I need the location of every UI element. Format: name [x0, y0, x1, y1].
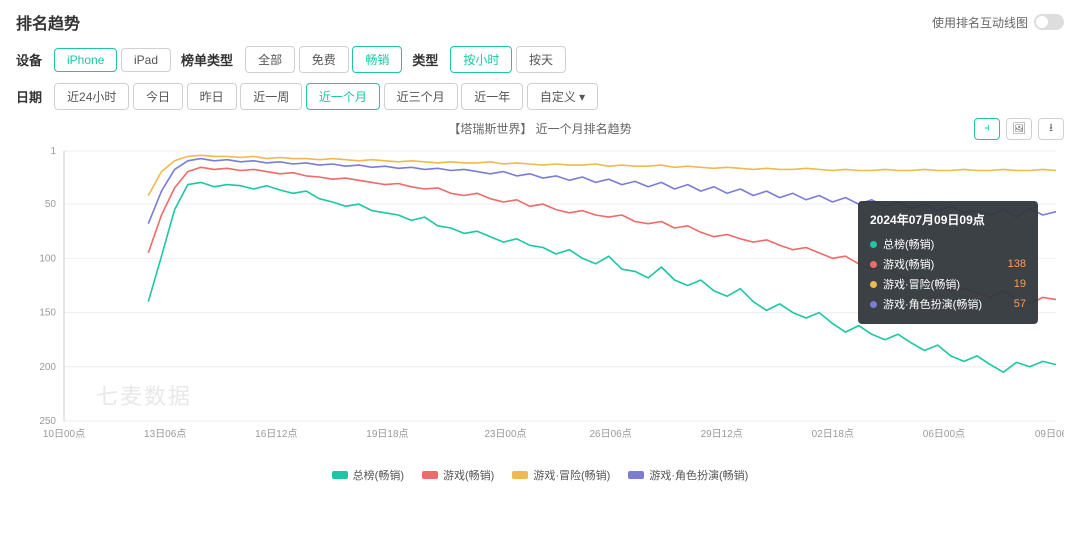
- svg-text:150: 150: [39, 308, 56, 319]
- svg-text:250: 250: [39, 416, 56, 427]
- tooltip-row: 游戏(畅销)138: [870, 254, 1026, 274]
- toggle-label: 使用排名互动线图: [932, 14, 1028, 31]
- gran-label: 类型: [412, 50, 438, 69]
- ranktype-option[interactable]: 全部: [245, 46, 295, 73]
- svg-text:16日12点: 16日12点: [255, 428, 297, 440]
- chart-title: 【塔瑞斯世界】 近一个月排名趋势: [448, 120, 631, 137]
- svg-text:200: 200: [39, 362, 56, 373]
- legend-item[interactable]: 游戏·角色扮演(畅销): [628, 467, 748, 483]
- tooltip-row: 游戏·冒险(畅销)19: [870, 274, 1026, 294]
- svg-text:10日00点: 10日00点: [43, 428, 85, 440]
- image-export-button[interactable]: 🖼: [1006, 118, 1032, 140]
- bar-toggle-button[interactable]: ⫞: [974, 118, 1000, 140]
- date-range-option[interactable]: 近24小时: [54, 83, 129, 110]
- filter-row-1: 设备 iPhone iPad 榜单类型 全部 免费 畅销 类型 按小时 按天: [16, 46, 1064, 73]
- chart-tools: ⫞ 🖼 ⭳: [974, 118, 1064, 140]
- chart-tooltip: 2024年07月09日09点 总榜(畅销)游戏(畅销)138游戏·冒险(畅销)1…: [858, 201, 1038, 324]
- svg-text:100: 100: [39, 253, 56, 264]
- legend-item[interactable]: 游戏(畅销): [422, 467, 494, 483]
- toggle-switch[interactable]: [1034, 14, 1064, 30]
- svg-text:09日06点: 09日06点: [1035, 428, 1064, 440]
- ranktype-label: 榜单类型: [181, 50, 233, 69]
- tooltip-row: 游戏·角色扮演(畅销)57: [870, 294, 1026, 314]
- chart-area: 15010015020025010日00点13日06点16日12点19日18点2…: [16, 141, 1064, 461]
- svg-text:50: 50: [45, 199, 57, 210]
- granularity-option[interactable]: 按天: [516, 46, 566, 73]
- legend-item[interactable]: 总榜(畅销): [332, 467, 404, 483]
- svg-text:13日06点: 13日06点: [144, 428, 186, 440]
- granularity-option[interactable]: 按小时: [450, 46, 512, 73]
- svg-text:29日12点: 29日12点: [701, 428, 743, 440]
- date-range-option[interactable]: 今日: [133, 83, 183, 110]
- ranktype-option[interactable]: 免费: [299, 46, 349, 73]
- svg-text:06日00点: 06日00点: [923, 428, 965, 440]
- svg-text:26日06点: 26日06点: [589, 428, 631, 440]
- date-label: 日期: [16, 87, 42, 106]
- tooltip-title: 2024年07月09日09点: [870, 211, 1026, 228]
- device-option[interactable]: iPhone: [54, 48, 117, 72]
- date-range-option[interactable]: 近三个月: [384, 83, 458, 110]
- chart-legend: 总榜(畅销) 游戏(畅销) 游戏·冒险(畅销) 游戏·角色扮演(畅销): [16, 467, 1064, 483]
- svg-text:19日18点: 19日18点: [366, 428, 408, 440]
- device-label: 设备: [16, 50, 42, 69]
- interactive-toggle[interactable]: 使用排名互动线图: [932, 14, 1064, 31]
- tooltip-row: 总榜(畅销): [870, 234, 1026, 254]
- download-button[interactable]: ⭳: [1038, 118, 1064, 140]
- date-range-option[interactable]: 自定义 ▾: [527, 83, 598, 110]
- ranktype-option[interactable]: 畅销: [352, 46, 402, 73]
- svg-text:23日00点: 23日00点: [484, 428, 526, 440]
- page-title: 排名趋势: [16, 10, 80, 34]
- svg-text:02日18点: 02日18点: [812, 428, 854, 440]
- filter-row-2: 日期 近24小时 今日 昨日 近一周 近一个月 近三个月 近一年 自定义 ▾: [16, 83, 1064, 110]
- date-range-option[interactable]: 近一个月: [306, 83, 380, 110]
- date-range-option[interactable]: 昨日: [187, 83, 237, 110]
- date-range-option[interactable]: 近一周: [240, 83, 302, 110]
- svg-text:1: 1: [50, 146, 56, 157]
- legend-item[interactable]: 游戏·冒险(畅销): [512, 467, 610, 483]
- device-option[interactable]: iPad: [121, 48, 171, 72]
- date-range-option[interactable]: 近一年: [461, 83, 523, 110]
